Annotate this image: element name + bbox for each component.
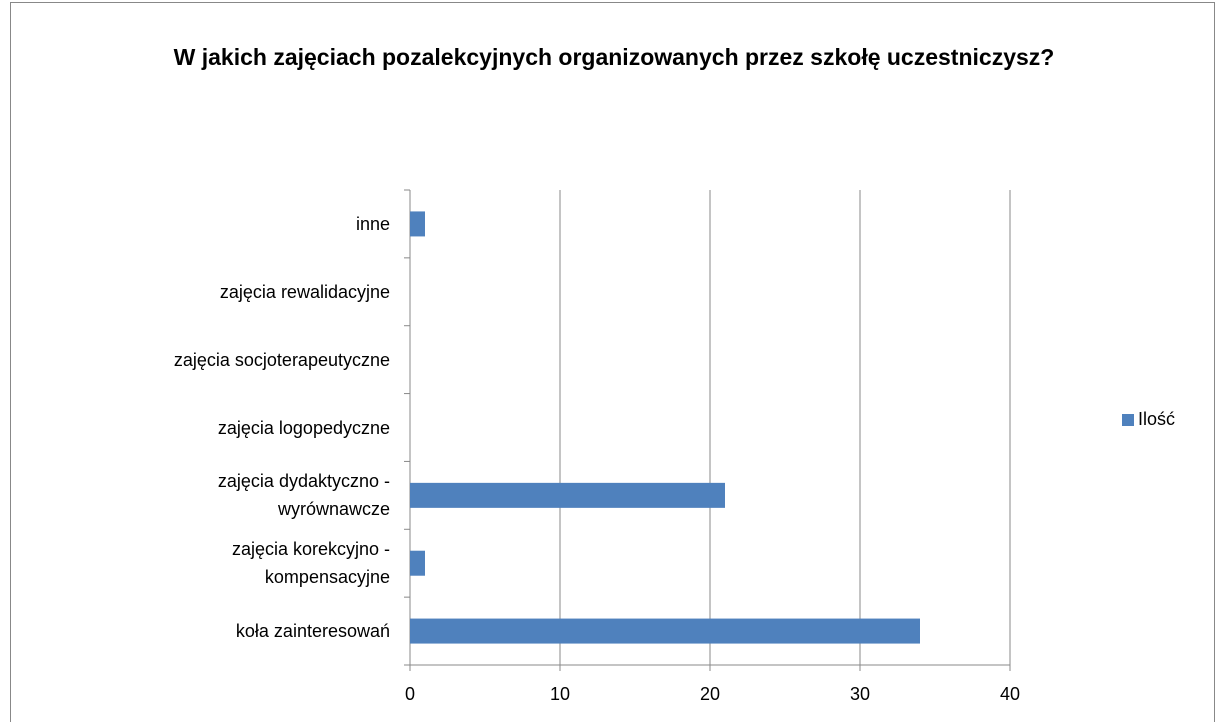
bar — [410, 618, 920, 644]
y-tick-label: inne — [355, 213, 390, 234]
x-tick-label: 30 — [850, 684, 870, 704]
y-tick-label: zajęcia rewalidacyjne — [219, 281, 390, 302]
x-tick-label: 10 — [550, 684, 570, 704]
legend-label: Ilość — [1138, 409, 1175, 429]
y-tick-label: zajęcia socjoterapeutyczne — [173, 349, 390, 370]
y-tick-label: zajęcia logopedyczne — [217, 417, 390, 438]
chart-frame — [10, 2, 1215, 722]
bar — [410, 482, 725, 508]
legend-swatch — [1122, 414, 1134, 426]
y-tick-label: koła zainteresowań — [235, 621, 390, 642]
y-tick-label: zajęcia dydaktyczno - wyrównawcze — [217, 471, 390, 520]
bar — [410, 211, 425, 237]
y-tick-label: zajęcia korekcyjno - kompensacyjne — [231, 539, 390, 588]
x-tick-label: 20 — [700, 684, 720, 704]
chart-title: W jakich zajęciach pozalekcyjnych organi… — [173, 44, 1055, 70]
bar — [410, 550, 425, 576]
x-tick-label: 0 — [405, 684, 415, 704]
x-tick-label: 40 — [1000, 684, 1020, 704]
